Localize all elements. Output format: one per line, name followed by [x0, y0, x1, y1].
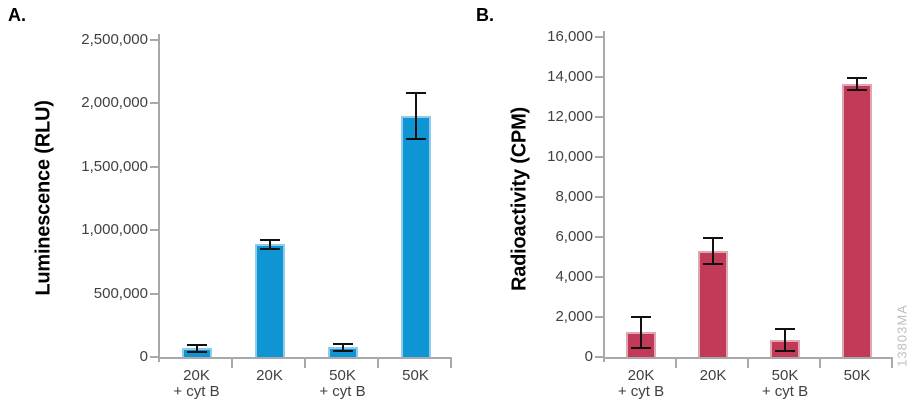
bar [698, 251, 728, 357]
x-axis-tick [819, 357, 821, 368]
y-tick-label: 14,000 [547, 68, 593, 85]
error-bar-line [268, 239, 271, 249]
category-label-line: 50K [402, 367, 429, 384]
x-category-label: 20K + cyt B [599, 368, 683, 400]
y-tick-label: 10,000 [547, 148, 593, 165]
y-axis-line [158, 34, 160, 362]
error-bar-bottom-cap [332, 349, 353, 352]
y-axis-tick [595, 76, 603, 78]
error-bar-line [414, 93, 417, 139]
y-axis-tick [595, 156, 603, 158]
y-tick-label: 0 [139, 348, 148, 365]
y-tick-label: 2,000 [555, 308, 593, 325]
y-axis-tick [595, 356, 603, 358]
category-label-line: 50K [843, 367, 871, 384]
x-category-label: 20K [228, 368, 312, 384]
y-axis-tick [595, 116, 603, 118]
error-bar-top-cap [186, 343, 207, 346]
y-axis-tick [595, 196, 603, 198]
error-bar-top-cap [703, 237, 723, 239]
y-axis-tick [595, 276, 603, 278]
y-tick-label: 6,000 [555, 228, 593, 245]
y-tick-label: 8,000 [555, 188, 593, 205]
y-axis-tick [150, 39, 158, 41]
y-axis-tick [150, 165, 158, 168]
x-category-label: 20K + cyt B [155, 368, 239, 400]
error-bar-bottom-cap [703, 263, 723, 265]
x-axis-tick [450, 357, 452, 368]
error-bar-bottom-cap [405, 137, 426, 140]
bar [842, 84, 872, 357]
figure-watermark: 13803MA [894, 304, 910, 367]
category-label-line: + cyt B [173, 383, 220, 400]
y-tick-label: 2,000,000 [81, 94, 148, 112]
x-category-label: 20K [671, 368, 755, 384]
error-bar-bottom-cap [259, 247, 280, 250]
y-axis-tick [150, 356, 158, 358]
category-label-line: 50K [329, 367, 356, 384]
category-label-line: + cyt B [319, 383, 366, 400]
error-bar-line [712, 238, 714, 264]
error-bar-bottom-cap [186, 350, 207, 353]
y-axis-tick [595, 36, 603, 38]
category-label-line: 50K [771, 367, 799, 384]
error-bar-line [195, 344, 198, 352]
error-bar-top-cap [332, 342, 353, 345]
y-tick-label: 1,500,000 [81, 157, 148, 175]
x-category-label: 50K + cyt B [301, 368, 385, 400]
error-bar-bottom-cap [847, 89, 867, 91]
y-axis-tick [150, 292, 158, 295]
x-axis-tick [304, 357, 306, 368]
error-bar-bottom-cap [631, 346, 651, 349]
x-axis-tick [747, 357, 749, 368]
error-bar-top-cap [631, 315, 651, 318]
category-label-line: 20K [256, 367, 283, 384]
y-axis-tick [150, 229, 158, 232]
error-bar-top-cap [405, 92, 426, 95]
y-tick-label: 12,000 [547, 108, 593, 125]
y-tick-label: 0 [584, 348, 593, 365]
panel-a-label: A. [8, 5, 26, 25]
error-bar-top-cap [775, 328, 795, 330]
error-bar-top-cap [259, 238, 280, 241]
x-axis-tick [231, 357, 233, 368]
error-bar-bottom-cap [775, 350, 795, 352]
error-bar-line [856, 78, 858, 90]
x-axis-tick [377, 357, 379, 368]
category-label-line: + cyt B [617, 383, 665, 400]
category-label-line: 20K [699, 367, 727, 384]
x-category-label: 50K [815, 368, 899, 384]
error-bar-top-cap [847, 77, 867, 79]
y-tick-label: 1,000,000 [81, 221, 148, 239]
y-tick-label: 500,000 [93, 284, 148, 302]
y-tick-label: 16,000 [547, 28, 593, 45]
error-bar-line [640, 316, 642, 348]
bar [400, 116, 431, 357]
category-label-line: 20K [183, 367, 210, 384]
x-category-label: 50K [374, 368, 458, 384]
error-bar-line [784, 329, 786, 351]
x-axis-tick [675, 357, 677, 368]
y-axis-tick [595, 236, 603, 238]
error-bar-line [341, 343, 344, 351]
y-axis-tick [595, 316, 603, 318]
y-tick-label: 2,500,000 [81, 31, 148, 48]
y-axis-line [603, 31, 605, 362]
y-axis-tick [150, 102, 158, 105]
y-tick-label: 4,000 [555, 268, 593, 285]
category-label-line: + cyt B [761, 383, 809, 400]
category-label-line: 20K [627, 367, 655, 384]
bar [254, 244, 285, 357]
x-axis-tick [891, 357, 893, 368]
x-category-label: 50K + cyt B [743, 368, 827, 400]
panel-b-label: B. [476, 5, 494, 25]
